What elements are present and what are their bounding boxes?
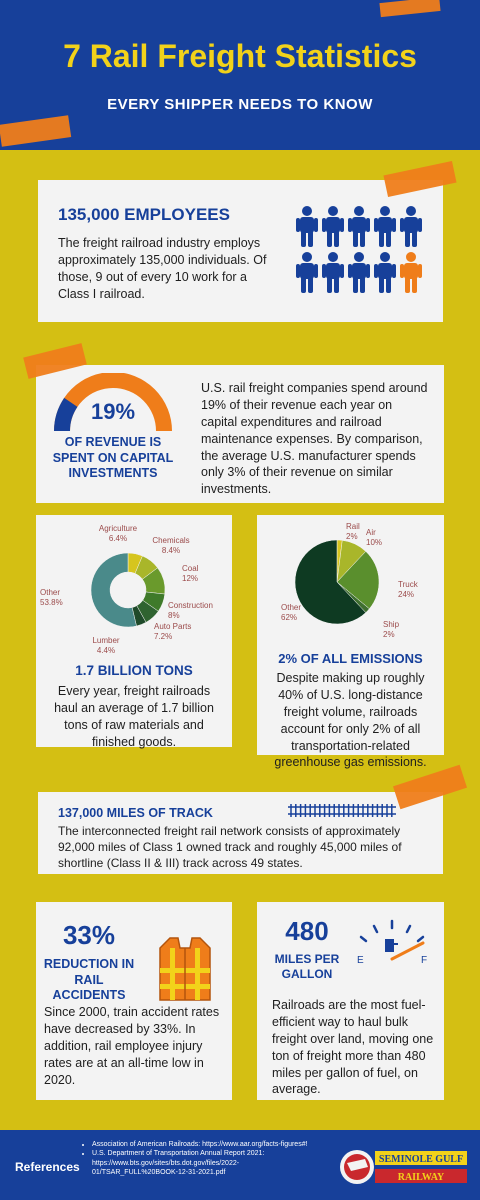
- mpg-text: Railroads are the most fuel-efficient wa…: [272, 998, 434, 1097]
- slice-category-label: Rail: [346, 522, 360, 531]
- slice-value-label: 7.2%: [154, 632, 172, 641]
- track-icon: [288, 804, 396, 817]
- employees-text: The freight railroad industry employs ap…: [58, 236, 267, 301]
- seminole-gulf-logo: SEMINOLE GULF RAILWAY: [340, 1150, 467, 1184]
- header-band: [0, 0, 480, 150]
- slice-category-label: Other: [40, 588, 60, 597]
- slice-category-label: Construction: [168, 601, 213, 610]
- fuel-gauge-icon: E F: [357, 919, 427, 966]
- emissions-panel: Rail 2% Air 10% Truck 24% Ship 2% Other 62% 2% OF…: [257, 515, 444, 769]
- accidents-percent: 33%: [62, 920, 116, 950]
- slice-value-label: 2%: [383, 630, 395, 639]
- slice-category-label: Coal: [182, 564, 199, 573]
- svg-text:SEMINOLE GULF: SEMINOLE GULF: [379, 1154, 463, 1165]
- slice-value-label: 10%: [366, 538, 382, 547]
- slice-value-label: 6.4%: [109, 534, 127, 543]
- slice-category-label: Other: [281, 603, 301, 612]
- accidents-label: REDUCTION IN RAIL ACCIDENTS: [43, 957, 135, 1003]
- revenue-panel: 19% OF REVENUE IS SPENT ON CAPITAL INVES…: [36, 365, 444, 503]
- person-icon: [400, 206, 422, 247]
- pie-slice: [336, 551, 380, 610]
- track-text: The interconnected freight rail network …: [58, 824, 402, 871]
- mpg-label: MILES PER GALLON: [274, 952, 340, 981]
- mpg-value: 480: [285, 916, 329, 946]
- reference-item[interactable]: U.S. Department of Transportation Annual…: [92, 1149, 317, 1177]
- revenue-gauge: [54, 373, 172, 432]
- emissions-title: 2% OF ALL EMISSIONS: [278, 651, 423, 666]
- people-icons: [296, 206, 422, 293]
- tons-text: Every year, freight railroads haul an av…: [54, 684, 214, 749]
- tons-panel: Agriculture 6.4% Chemicals 8.4% Coal 12% Const…: [36, 515, 232, 749]
- gauge-full-label: F: [421, 955, 427, 966]
- slice-category-label: Truck: [398, 580, 419, 589]
- slice-value-label: 4.4%: [97, 646, 115, 655]
- safety-vest-icon: [159, 937, 211, 1001]
- slice-value-label: 12%: [182, 574, 198, 583]
- revenue-percent: 19%: [90, 399, 136, 424]
- person-icon: [348, 252, 370, 293]
- person-icon: [374, 252, 396, 293]
- slice-value-label: 8%: [168, 611, 180, 620]
- person-icon: [400, 252, 422, 293]
- slice-category-label: Ship: [383, 620, 400, 629]
- tons-title: 1.7 BILLION TONS: [75, 663, 193, 678]
- person-icon: [296, 206, 318, 247]
- employees-title: 135,000 EMPLOYEES: [58, 205, 230, 224]
- pie-slice: [90, 552, 137, 628]
- track-panel: 137,000 MILES OF TRACK The interconnecte…: [38, 792, 443, 874]
- pie-slice: [294, 539, 367, 625]
- gauge-empty-label: E: [357, 955, 364, 966]
- slice-category-label: Air: [366, 528, 376, 537]
- slice-category-label: Chemicals: [152, 536, 189, 545]
- slice-category-label: Auto Parts: [154, 622, 191, 631]
- person-icon: [296, 252, 318, 293]
- reference-item[interactable]: Association of American Railroads: https…: [92, 1140, 317, 1149]
- track-title: 137,000 MILES OF TRACK: [58, 806, 213, 820]
- person-icon: [322, 206, 344, 247]
- employees-panel: 135,000 EMPLOYEES The freight railroad i…: [38, 180, 443, 322]
- mpg-panel: 480 MILES PER GALLON E F Railroads are t…: [257, 902, 444, 1100]
- person-icon: [374, 206, 396, 247]
- person-icon: [348, 206, 370, 247]
- slice-value-label: 24%: [398, 590, 414, 599]
- accidents-panel: 33% REDUCTION IN RAIL ACCIDENTS Since 20…: [36, 902, 232, 1100]
- references-list: Association of American Railroads: https…: [92, 1140, 317, 1178]
- revenue-label: OF REVENUE IS SPENT ON CAPITAL INVESTMEN…: [52, 435, 174, 481]
- page-title: 7 Rail Freight Statistics: [63, 38, 417, 74]
- svg-text:RAILWAY: RAILWAY: [398, 1172, 445, 1183]
- emissions-text: Despite making up roughly 40% of U.S. lo…: [274, 671, 427, 770]
- revenue-text: U.S. rail freight companies spend around…: [201, 381, 428, 497]
- slice-category-label: Lumber: [92, 636, 119, 645]
- slice-category-label: Agriculture: [99, 524, 138, 533]
- references-title: References: [15, 1160, 80, 1174]
- slice-value-label: 62%: [281, 613, 297, 622]
- slice-value-label: 2%: [346, 532, 358, 541]
- slice-value-label: 8.4%: [162, 546, 180, 555]
- accidents-text: Since 2000, train accident rates have de…: [44, 1005, 220, 1087]
- person-icon: [322, 252, 344, 293]
- page-subtitle: EVERY SHIPPER NEEDS TO KNOW: [107, 96, 373, 113]
- slice-value-label: 53.8%: [40, 598, 63, 607]
